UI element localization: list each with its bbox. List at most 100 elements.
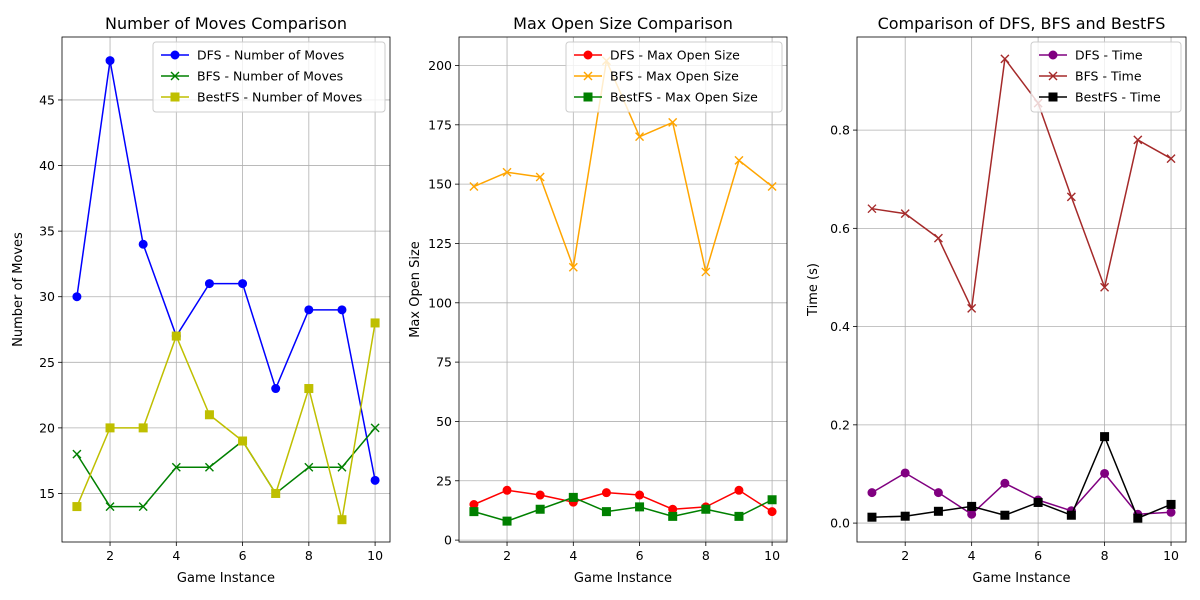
- y-tick-label: 100: [428, 295, 452, 310]
- y-axis-label: Max Open Size: [408, 241, 423, 338]
- data-point: [867, 512, 877, 522]
- x-tick-label: 6: [1034, 548, 1042, 563]
- plot-frame: [856, 36, 1187, 543]
- legend-item: DFS - Time: [1039, 48, 1143, 63]
- data-point: [204, 410, 214, 420]
- data-point: [535, 172, 545, 182]
- data-point: [635, 490, 645, 500]
- legend-label: BestFS - Number of Moves: [197, 90, 362, 105]
- data-point: [1166, 154, 1176, 164]
- data-point: [72, 292, 82, 302]
- legend-label: BestFS - Time: [1075, 90, 1161, 105]
- data-point: [1133, 513, 1143, 523]
- legend-item: DFS - Number of Moves: [161, 48, 344, 63]
- chart-title: Max Open Size Comparison: [513, 14, 733, 33]
- x-tick-label: 4: [569, 548, 577, 563]
- y-tick-label: 125: [428, 236, 452, 251]
- x-stroke: [867, 204, 877, 214]
- chart-panel-1: 2 4 6 8 10 15 20 25 30 35 40 45 Number of Moves Comp…: [11, 14, 391, 586]
- x-stroke: [304, 462, 314, 472]
- x-axis-label: Game Instance: [177, 571, 275, 586]
- y-tick-label: 175: [428, 117, 452, 132]
- legend-marker: [170, 50, 180, 60]
- series-circle-1: [469, 485, 777, 517]
- legend-item: BFS - Time: [1039, 69, 1142, 84]
- legend-marker: [583, 50, 593, 60]
- data-point: [967, 509, 977, 519]
- y-tick-label: 0.4: [830, 319, 850, 334]
- data-point: [72, 502, 82, 512]
- data-point: [767, 495, 777, 505]
- x-tick-label: 2: [503, 548, 511, 563]
- x-axis-label: Game Instance: [972, 571, 1070, 586]
- data-point: [337, 515, 347, 525]
- y-tick-label: 50: [436, 414, 452, 429]
- legend-marker: [1048, 92, 1058, 102]
- data-point: [502, 516, 512, 526]
- legend-marker: [170, 92, 180, 102]
- data-point: [337, 462, 347, 472]
- x-stroke: [469, 182, 479, 192]
- y-axis: 15 20 25 30 35 40 45: [39, 92, 62, 501]
- data-point: [1066, 510, 1076, 520]
- data-point: [900, 468, 910, 478]
- legend-box: [565, 41, 783, 113]
- data-point: [1000, 510, 1010, 520]
- x-stroke: [1000, 54, 1010, 64]
- y-tick-label: 25: [39, 355, 55, 370]
- y-tick-label: 0.0: [830, 516, 850, 531]
- legend-item: BestFS - Max Open Size: [574, 90, 758, 105]
- x-stroke: [72, 449, 82, 459]
- series-square-3: [469, 492, 777, 526]
- data-point: [138, 502, 148, 512]
- data-point: [933, 488, 943, 498]
- series-line: [473, 496, 773, 522]
- data-point: [601, 507, 611, 517]
- data-point: [1166, 507, 1176, 517]
- x-tick-label: 10: [764, 548, 780, 563]
- y-tick-label: 35: [39, 224, 55, 239]
- data-point: [635, 132, 645, 142]
- data-point: [767, 507, 777, 517]
- data-point: [568, 492, 578, 502]
- data-point: [105, 56, 115, 66]
- x-tick-label: 4: [172, 548, 180, 563]
- data-point: [502, 167, 512, 177]
- data-point: [601, 488, 611, 498]
- data-point: [900, 511, 910, 521]
- data-point: [1066, 192, 1076, 202]
- data-point: [1166, 499, 1176, 509]
- data-point: [1100, 468, 1110, 478]
- y-tick-label: 30: [39, 289, 55, 304]
- legend: DFS - Number of Moves BFS - Number of Mov…: [152, 41, 386, 113]
- x-stroke: [767, 182, 777, 192]
- y-axis: 0 25 50 75 100 125 150 175 200: [428, 58, 459, 548]
- data-point: [635, 502, 645, 512]
- x-stroke: [568, 262, 578, 272]
- legend-label: DFS - Number of Moves: [197, 48, 344, 63]
- data-point: [867, 204, 877, 214]
- data-point: [668, 511, 678, 521]
- grid: [857, 37, 1186, 542]
- data-point: [271, 384, 281, 394]
- x-stroke: [635, 132, 645, 142]
- legend-item: BestFS - Time: [1039, 90, 1161, 105]
- data-point: [900, 209, 910, 219]
- data-point: [1100, 282, 1110, 292]
- series-square-3: [72, 318, 380, 525]
- plot-frame: [458, 36, 788, 543]
- data-point: [933, 506, 943, 516]
- data-point: [304, 462, 314, 472]
- legend-label: DFS - Max Open Size: [610, 48, 740, 63]
- data-point: [304, 305, 314, 315]
- data-point: [1033, 497, 1043, 507]
- data-point: [535, 504, 545, 514]
- data-point: [337, 305, 347, 315]
- series-circle-1: [867, 468, 1176, 519]
- legend-item: BFS - Number of Moves: [161, 69, 343, 84]
- x-stroke: [967, 303, 977, 313]
- data-point: [734, 155, 744, 165]
- legend-item: DFS - Max Open Size: [574, 48, 740, 63]
